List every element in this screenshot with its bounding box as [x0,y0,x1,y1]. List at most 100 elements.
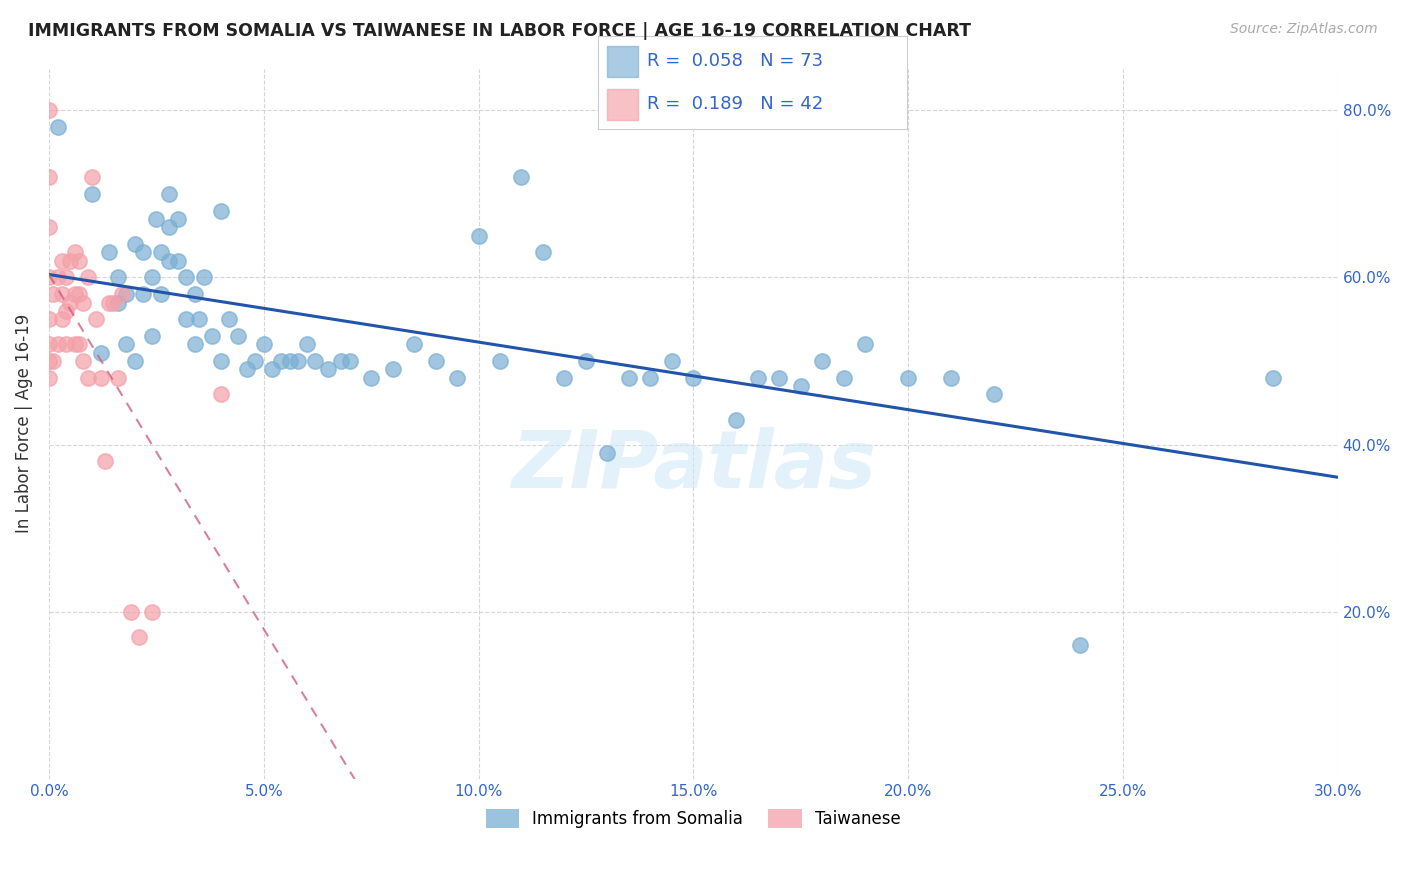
Point [226,329,249,343]
Point [467,228,489,243]
Point [278,354,301,368]
Point [768,370,790,384]
Point [63,287,86,301]
Point [157,186,180,201]
Point [51,287,73,301]
Point [811,354,834,368]
Point [63,245,86,260]
Point [67,253,90,268]
Point [55,337,77,351]
Point [98,295,121,310]
Point [46,270,69,285]
Point [853,337,876,351]
Point [42,287,65,301]
Point [141,329,163,343]
Point [51,253,73,268]
Point [789,379,811,393]
Point [1069,638,1091,652]
Point [425,354,447,368]
Point [55,270,77,285]
Text: IMMIGRANTS FROM SOMALIA VS TAIWANESE IN LABOR FORCE | AGE 16-19 CORRELATION CHAR: IMMIGRANTS FROM SOMALIA VS TAIWANESE IN … [28,22,972,40]
Point [897,370,920,384]
Point [218,312,240,326]
Point [747,370,769,384]
Point [98,245,121,260]
Point [316,362,339,376]
Point [531,245,554,260]
Point [38,312,60,326]
Point [38,103,60,118]
Point [42,354,65,368]
Point [201,329,224,343]
Point [38,354,60,368]
Point [124,354,146,368]
Point [176,312,198,326]
Point [235,362,257,376]
Point [381,362,404,376]
Point [166,211,188,226]
Point [55,304,77,318]
Point [76,270,98,285]
Point [89,370,111,384]
Point [46,337,69,351]
Point [80,170,103,185]
Point [339,354,361,368]
Point [287,354,309,368]
Point [145,211,167,226]
Point [330,354,353,368]
Point [67,287,90,301]
Point [157,220,180,235]
Point [80,186,103,201]
Point [107,370,129,384]
Point [115,337,138,351]
Point [832,370,855,384]
Point [176,270,198,285]
Point [67,337,90,351]
Point [141,605,163,619]
Point [141,270,163,285]
Point [243,354,266,368]
Point [120,605,142,619]
Point [111,287,134,301]
Bar [607,46,638,77]
Point [360,370,382,384]
Point [103,295,125,310]
Point [38,270,60,285]
Point [72,354,94,368]
Point [84,312,107,326]
Bar [607,89,638,120]
Point [725,412,748,426]
Point [59,253,82,268]
Point [89,345,111,359]
Point [553,370,575,384]
Point [510,170,533,185]
Text: R =  0.189   N = 42: R = 0.189 N = 42 [647,95,824,113]
Point [193,270,215,285]
Point [209,354,232,368]
Point [72,295,94,310]
Point [107,270,129,285]
Point [157,253,180,268]
Point [38,220,60,235]
Point [46,120,69,134]
Point [939,370,962,384]
Point [682,370,704,384]
Point [38,170,60,185]
Point [575,354,598,368]
Point [262,362,284,376]
Point [149,287,172,301]
Point [640,370,662,384]
Point [184,337,207,351]
Point [209,203,232,218]
Y-axis label: In Labor Force | Age 16-19: In Labor Force | Age 16-19 [15,314,32,533]
Point [184,287,207,301]
Point [59,295,82,310]
Point [128,630,150,644]
Point [661,354,683,368]
Point [115,287,138,301]
Point [166,253,188,268]
Point [132,287,155,301]
Point [38,370,60,384]
Point [304,354,326,368]
Point [188,312,211,326]
